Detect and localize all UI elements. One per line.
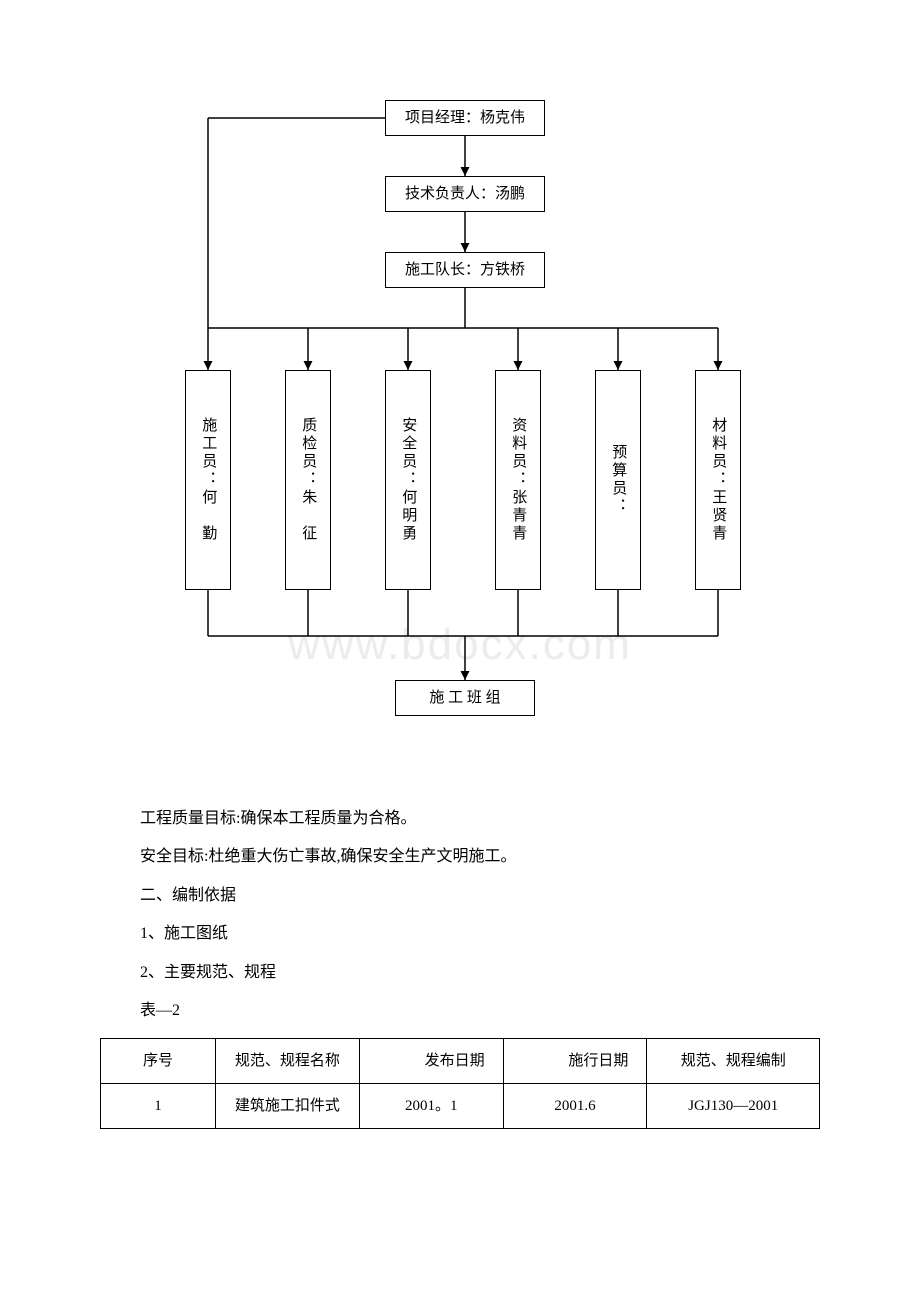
th-publish: 发布日期	[359, 1039, 503, 1084]
leader-box: 施工队长：方铁桥	[385, 252, 545, 288]
td-seq: 1	[101, 1084, 216, 1129]
table-row: 1 建筑施工扣件式 2001。1 2001.6 JGJ130—2001	[101, 1084, 820, 1129]
spec-table: 序号 规范、规程名称 发布日期 施行日期 规范、规程编制 1 建筑施工扣件式 2…	[100, 1038, 820, 1129]
role-quality: 质检员：朱 征	[285, 370, 331, 590]
body-text: 工程质量目标:确保本工程质量为合格。 安全目标:杜绝重大伤亡事故,确保安全生产文…	[140, 800, 780, 1030]
role-construction: 施工员：何 勤	[185, 370, 231, 590]
team-box: 施 工 班 组	[395, 680, 535, 716]
safety-goal: 安全目标:杜绝重大伤亡事故,确保安全生产文明施工。	[140, 838, 780, 876]
tech-box: 技术负责人：汤鹏	[385, 176, 545, 212]
pm-box: 项目经理：杨克伟	[385, 100, 545, 136]
th-name: 规范、规程名称	[216, 1039, 360, 1084]
item-1: 1、施工图纸	[140, 915, 780, 953]
role-material: 材料员：王贤青	[695, 370, 741, 590]
table-header-row: 序号 规范、规程名称 发布日期 施行日期 规范、规程编制	[101, 1039, 820, 1084]
th-seq: 序号	[101, 1039, 216, 1084]
th-code: 规范、规程编制	[647, 1039, 820, 1084]
td-effect: 2001.6	[503, 1084, 647, 1129]
section-2: 二、编制依据	[140, 877, 780, 915]
th-effect: 施行日期	[503, 1039, 647, 1084]
org-chart: www.bdocx.com	[140, 80, 780, 740]
role-safety: 安全员：何明勇	[385, 370, 431, 590]
role-budget: 预算员：	[595, 370, 641, 590]
quality-goal: 工程质量目标:确保本工程质量为合格。	[140, 800, 780, 838]
td-name: 建筑施工扣件式	[216, 1084, 360, 1129]
watermark: www.bdocx.com	[288, 620, 632, 670]
td-code: JGJ130—2001	[647, 1084, 820, 1129]
item-2: 2、主要规范、规程	[140, 954, 780, 992]
td-publish: 2001。1	[359, 1084, 503, 1129]
table-label: 表—2	[140, 992, 780, 1030]
role-data: 资料员：张青青	[495, 370, 541, 590]
